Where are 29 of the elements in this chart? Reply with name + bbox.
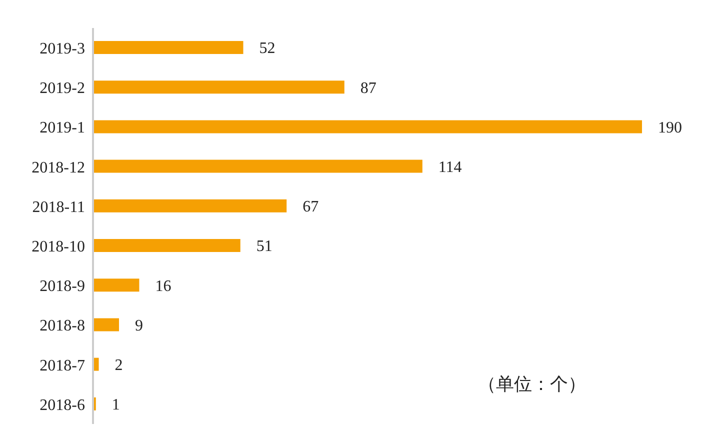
- data-label: 87: [360, 80, 376, 97]
- data-label: 114: [438, 158, 462, 176]
- data-label: 51: [256, 238, 272, 256]
- bar: [93, 41, 244, 54]
- bar: [93, 199, 287, 212]
- y-tick-label: 2018-9: [40, 278, 85, 296]
- data-label: 190: [658, 119, 682, 136]
- data-label: 16: [155, 278, 172, 295]
- data-label: 67: [302, 198, 319, 216]
- data-label: 2: [114, 356, 123, 374]
- y-tick-label: 2019-2: [40, 80, 85, 98]
- annotation: （单位：个）: [478, 373, 586, 396]
- data-label: 9: [135, 317, 144, 334]
- data-label: 1: [112, 396, 120, 414]
- y-tick-label: 2018-10: [32, 238, 85, 256]
- y-tick-label: 2018-12: [32, 159, 85, 176]
- bar: [93, 120, 642, 134]
- bar: [93, 239, 240, 252]
- bar: [93, 80, 344, 94]
- y-tick-label: 2019-1: [40, 120, 85, 137]
- bar: [93, 160, 422, 173]
- bar: [93, 318, 120, 332]
- bar: [93, 278, 140, 292]
- y-tick-label: 2018-8: [40, 318, 85, 335]
- y-tick-label: 2018-11: [32, 198, 85, 216]
- y-tick-label: 2019-3: [40, 40, 85, 58]
- data-label: 52: [259, 40, 276, 58]
- y-tick-label: 2018-7: [40, 357, 85, 374]
- y-tick-label: 2018-6: [40, 396, 85, 414]
